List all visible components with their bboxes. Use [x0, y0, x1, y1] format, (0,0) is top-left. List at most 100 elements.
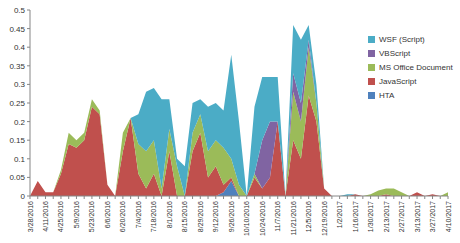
legend-swatch [368, 50, 375, 57]
x-tick [107, 196, 108, 199]
y-tick-label: 0 [21, 192, 26, 201]
x-tick [424, 196, 425, 199]
x-tick [316, 196, 317, 199]
x-tick [448, 196, 449, 199]
x-tick [68, 196, 69, 199]
x-tick [370, 196, 371, 199]
x-tick [130, 196, 131, 199]
legend-swatch [368, 36, 375, 43]
x-tick [115, 196, 116, 199]
y-tick-label: 0.45 [9, 25, 25, 34]
y-tick [27, 158, 30, 159]
x-tick [91, 196, 92, 199]
x-tick [153, 196, 154, 199]
legend-label: WSF (Script) [379, 35, 425, 44]
x-tick [60, 196, 61, 199]
x-tick-label: 2/27/2017 [398, 201, 405, 232]
x-tick-label: 4/10/2017 [445, 201, 452, 232]
x-tick-label: 10/10/2016 [243, 201, 250, 236]
x-tick-label: 12/19/2016 [321, 201, 328, 236]
y-tick [27, 47, 30, 48]
y-tick [27, 84, 30, 85]
x-tick-label: 6/6/2016 [104, 201, 111, 228]
x-tick-label: 6/20/2016 [119, 201, 126, 232]
x-tick-label: 1/30/2017 [367, 201, 374, 232]
x-tick-label: 8/29/2016 [197, 201, 204, 232]
x-tick-label: 5/9/2016 [73, 201, 80, 228]
y-tick [27, 140, 30, 141]
x-tick [239, 196, 240, 199]
legend-label: MS Office Document [379, 63, 453, 72]
x-tick-label: 9/26/2016 [228, 201, 235, 232]
x-tick [231, 196, 232, 199]
x-tick [293, 196, 294, 199]
x-tick [161, 196, 162, 199]
x-tick [122, 196, 123, 199]
y-tick-label: 0.25 [9, 99, 25, 108]
x-tick-label: 8/15/2016 [181, 201, 188, 232]
x-tick [138, 196, 139, 199]
x-tick [324, 196, 325, 199]
x-tick-label: 1/2/2017 [336, 201, 343, 228]
x-tick [339, 196, 340, 199]
x-tick [432, 196, 433, 199]
x-tick-label: 7/4/2016 [135, 201, 142, 228]
x-tick-label: 4/25/2016 [57, 201, 64, 232]
x-tick [355, 196, 356, 199]
x-tick [347, 196, 348, 199]
legend-swatch [368, 64, 375, 71]
x-tick-label: 4/11/2016 [42, 201, 49, 232]
x-tick [215, 196, 216, 199]
x-tick [401, 196, 402, 199]
x-tick [362, 196, 363, 199]
x-tick [277, 196, 278, 199]
x-tick [246, 196, 247, 199]
legend-label: JavaScript [379, 77, 417, 86]
x-tick [393, 196, 394, 199]
y-tick-label: 0.05 [9, 173, 25, 182]
x-tick [30, 196, 31, 199]
legend: WSF (Script) VBScript MS Office Document Ja… [368, 35, 453, 100]
y-tick-label: 0.4 [14, 43, 26, 52]
x-tick [262, 196, 263, 199]
y-tick-label: 0.5 [14, 6, 26, 15]
x-tick-label: 8/1/2016 [166, 201, 173, 228]
x-tick [99, 196, 100, 199]
areas [30, 25, 448, 196]
x-tick [269, 196, 270, 199]
y-tick [27, 121, 30, 122]
x-tick-label: 10/24/2016 [259, 201, 266, 236]
x-tick [417, 196, 418, 199]
y-tick [27, 28, 30, 29]
x-tick [440, 196, 441, 199]
x-tick-label: 3/27/2017 [429, 201, 436, 232]
y-tick-label: 0.3 [14, 80, 26, 89]
y-tick-label: 0.35 [9, 62, 25, 71]
x-tick [331, 196, 332, 199]
legend-swatch [368, 78, 375, 85]
x-tick [386, 196, 387, 199]
x-tick-label: 1/16/2017 [352, 201, 359, 232]
y-tick-label: 0.15 [9, 136, 25, 145]
x-tick [200, 196, 201, 199]
y-tick [27, 103, 30, 104]
x-tick [169, 196, 170, 199]
x-tick [308, 196, 309, 199]
y-tick-label: 0.1 [14, 155, 26, 164]
legend-swatch [368, 92, 375, 99]
x-tick [76, 196, 77, 199]
x-tick [409, 196, 410, 199]
chart: 00.050.10.150.20.250.30.350.40.450.53/28… [0, 0, 460, 243]
y-tick [27, 65, 30, 66]
x-tick [208, 196, 209, 199]
x-tick-label: 11/21/2016 [290, 201, 297, 236]
y-tick-label: 0.2 [14, 118, 26, 127]
area [30, 25, 448, 196]
x-tick [53, 196, 54, 199]
legend-label: VBScript [379, 49, 411, 58]
x-tick-label: 5/23/2016 [88, 201, 95, 232]
x-tick-label: 7/18/2016 [150, 201, 157, 232]
x-tick [177, 196, 178, 199]
x-tick-label: 9/12/2016 [212, 201, 219, 232]
y-tick [27, 10, 30, 11]
